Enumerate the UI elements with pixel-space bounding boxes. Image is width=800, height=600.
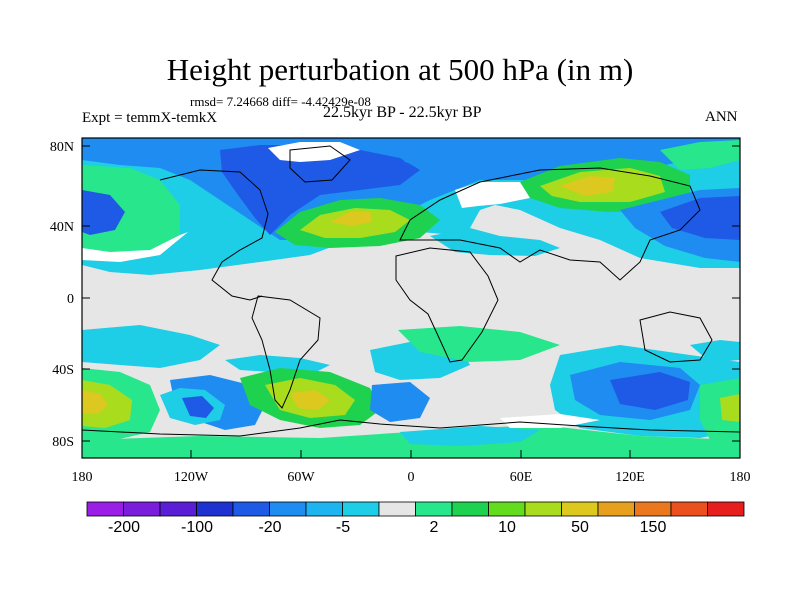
coastline-north-america xyxy=(159,169,269,301)
greenland-low xyxy=(220,145,420,235)
y-tick-label: 80N xyxy=(50,140,74,155)
colorbar-label: 2 xyxy=(430,519,439,536)
colorbar-labels: -200 -100 -20 -5 2 10 50 150 xyxy=(108,519,666,536)
northwest-pacific-low xyxy=(660,196,740,240)
colorbar-swatch xyxy=(488,501,526,517)
x-tick-label: 60W xyxy=(287,470,315,485)
colorbar-swatch xyxy=(342,501,380,517)
colorbar-label: 10 xyxy=(498,519,516,536)
colorbar-swatch xyxy=(269,501,307,517)
x-tick-label: 0 xyxy=(408,470,415,485)
south-east-pacific-yellow-green xyxy=(720,394,740,422)
colorbar xyxy=(86,501,745,517)
colorbar-swatch xyxy=(670,501,708,517)
far-east-green xyxy=(660,140,740,170)
x-tick-label: 60E xyxy=(510,470,533,485)
colorbar-swatch xyxy=(634,501,672,517)
colorbar-label: -200 xyxy=(108,519,140,536)
x-tick-label: 180 xyxy=(72,470,93,485)
experiment-label: Expt = temmX-temkX xyxy=(82,110,218,126)
eurasia-white-contour xyxy=(455,182,530,208)
coastlines xyxy=(82,145,740,437)
coastline-europe-asia xyxy=(399,167,701,281)
colorbar-swatch xyxy=(232,501,270,517)
colorbar-swatch xyxy=(378,501,416,517)
colorbar-swatch xyxy=(524,501,562,517)
y-tick-label: 40S xyxy=(52,363,74,378)
colorbar-label: -5 xyxy=(336,519,350,536)
south-pacific-light-blue xyxy=(82,325,220,368)
colorbar-swatch xyxy=(305,501,343,517)
coastline-greenland xyxy=(289,145,351,183)
tasman-light-blue xyxy=(690,340,740,362)
colorbar-swatch xyxy=(123,501,161,517)
colorbar-label: 150 xyxy=(640,519,667,536)
x-tick-label: 180 xyxy=(730,470,751,485)
plot-title: Height perturbation at 500 hPa (in m) xyxy=(166,52,634,87)
indian-ocean-dark-blue xyxy=(610,372,690,410)
stats-label: rmsd= 7.24668 diff= -4.42429e-08 xyxy=(190,94,371,109)
period-label: 22.5kyr BP - 22.5kyr BP xyxy=(323,104,482,121)
colorbar-swatch xyxy=(415,501,453,517)
europe-light-blue xyxy=(430,228,560,256)
siberia-blue xyxy=(395,145,520,172)
coastline-australia xyxy=(639,311,713,363)
antarctic-white-contour xyxy=(500,414,600,428)
indian-ocean-green-band xyxy=(398,326,560,362)
y-tick-label: 80S xyxy=(52,435,74,450)
coastline-africa xyxy=(395,247,499,363)
arctic-white-contour xyxy=(268,142,360,162)
colorbar-swatch xyxy=(597,501,635,517)
axis-ticks xyxy=(81,145,741,458)
colorbar-label: -20 xyxy=(258,519,281,536)
y-axis-labels: 80N 40N 0 40S 80S xyxy=(50,140,74,450)
south-pacific-yellow xyxy=(82,390,108,414)
asia-high xyxy=(560,176,615,196)
coastline-south-america xyxy=(251,295,321,409)
y-tick-label: 40N xyxy=(50,220,74,235)
colorbar-swatch xyxy=(159,501,197,517)
north-pacific-white-contour xyxy=(82,232,188,262)
south-atlantic-yellow xyxy=(290,390,330,410)
colorbar-swatch xyxy=(707,501,745,517)
colorbar-swatch xyxy=(451,501,489,517)
south-east-pacific-green xyxy=(700,378,740,440)
south-atlantic-mid-blue xyxy=(370,382,430,422)
colorbar-label: 50 xyxy=(571,519,589,536)
atlantic-high xyxy=(330,212,372,226)
x-axis-labels: 180 120W 60W 0 60E 120E 180 xyxy=(72,470,751,485)
colorbar-swatch xyxy=(196,501,234,517)
height-field xyxy=(82,138,740,458)
x-tick-label: 120W xyxy=(174,470,209,485)
colorbar-swatch xyxy=(561,501,599,517)
colorbar-label: -100 xyxy=(181,519,213,536)
west-pacific-blue-low xyxy=(82,190,125,235)
colorbar-swatch xyxy=(86,501,124,517)
y-tick-label: 0 xyxy=(67,292,74,307)
south-pacific-dark-blue xyxy=(182,396,214,418)
antarctic-light-blue xyxy=(400,426,540,446)
season-label: ANN xyxy=(705,109,738,125)
coastline-antarctica xyxy=(82,419,740,437)
x-tick-label: 120E xyxy=(615,470,645,485)
